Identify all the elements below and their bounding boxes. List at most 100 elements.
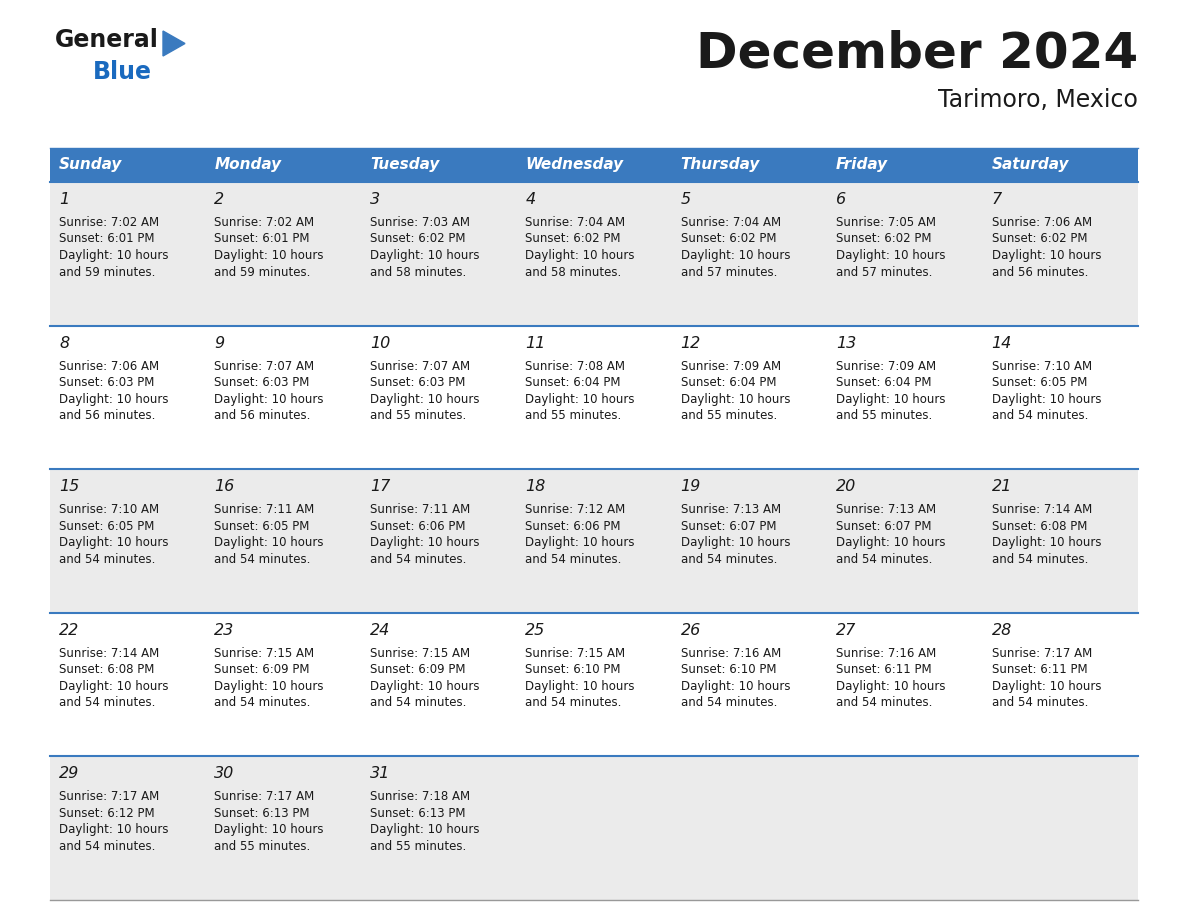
Text: Sunrise: 7:10 AM: Sunrise: 7:10 AM bbox=[992, 360, 1092, 373]
Text: 31: 31 bbox=[369, 767, 390, 781]
Text: Sunrise: 7:17 AM: Sunrise: 7:17 AM bbox=[59, 790, 159, 803]
Text: Sunrise: 7:02 AM: Sunrise: 7:02 AM bbox=[214, 216, 315, 229]
Text: Daylight: 10 hours: Daylight: 10 hours bbox=[681, 536, 790, 549]
Text: Thursday: Thursday bbox=[681, 158, 760, 173]
Text: Sunrise: 7:14 AM: Sunrise: 7:14 AM bbox=[992, 503, 1092, 516]
Text: 20: 20 bbox=[836, 479, 857, 494]
Text: and 54 minutes.: and 54 minutes. bbox=[836, 553, 933, 565]
Text: and 54 minutes.: and 54 minutes. bbox=[59, 840, 156, 853]
Text: 14: 14 bbox=[992, 336, 1012, 351]
Text: General: General bbox=[55, 28, 159, 52]
Text: Sunrise: 7:13 AM: Sunrise: 7:13 AM bbox=[836, 503, 936, 516]
Text: and 55 minutes.: and 55 minutes. bbox=[214, 840, 311, 853]
Text: Daylight: 10 hours: Daylight: 10 hours bbox=[59, 393, 169, 406]
Text: Sunrise: 7:18 AM: Sunrise: 7:18 AM bbox=[369, 790, 470, 803]
Text: Sunrise: 7:02 AM: Sunrise: 7:02 AM bbox=[59, 216, 159, 229]
Text: Daylight: 10 hours: Daylight: 10 hours bbox=[369, 823, 479, 836]
Text: Daylight: 10 hours: Daylight: 10 hours bbox=[836, 249, 946, 262]
Text: and 54 minutes.: and 54 minutes. bbox=[214, 696, 311, 710]
Text: Daylight: 10 hours: Daylight: 10 hours bbox=[59, 536, 169, 549]
Text: Daylight: 10 hours: Daylight: 10 hours bbox=[525, 249, 634, 262]
Text: 12: 12 bbox=[681, 336, 701, 351]
Text: Daylight: 10 hours: Daylight: 10 hours bbox=[369, 393, 479, 406]
Text: Saturday: Saturday bbox=[992, 158, 1069, 173]
Text: Sunrise: 7:05 AM: Sunrise: 7:05 AM bbox=[836, 216, 936, 229]
Text: Sunrise: 7:16 AM: Sunrise: 7:16 AM bbox=[681, 647, 781, 660]
Text: Sunrise: 7:17 AM: Sunrise: 7:17 AM bbox=[992, 647, 1092, 660]
Text: 2: 2 bbox=[214, 192, 225, 207]
Text: Sunrise: 7:14 AM: Sunrise: 7:14 AM bbox=[59, 647, 159, 660]
Text: 15: 15 bbox=[59, 479, 80, 494]
Text: Daylight: 10 hours: Daylight: 10 hours bbox=[214, 393, 324, 406]
Text: Daylight: 10 hours: Daylight: 10 hours bbox=[214, 536, 324, 549]
Text: Wednesday: Wednesday bbox=[525, 158, 624, 173]
Text: Daylight: 10 hours: Daylight: 10 hours bbox=[214, 680, 324, 693]
Text: Daylight: 10 hours: Daylight: 10 hours bbox=[214, 249, 324, 262]
Text: and 59 minutes.: and 59 minutes. bbox=[59, 265, 156, 278]
Bar bbox=[361, 148, 517, 182]
Text: 4: 4 bbox=[525, 192, 536, 207]
Text: Sunset: 6:12 PM: Sunset: 6:12 PM bbox=[59, 807, 154, 820]
Text: 21: 21 bbox=[992, 479, 1012, 494]
Text: Sunrise: 7:10 AM: Sunrise: 7:10 AM bbox=[59, 503, 159, 516]
Text: Tarimoro, Mexico: Tarimoro, Mexico bbox=[939, 88, 1138, 112]
Text: Sunrise: 7:04 AM: Sunrise: 7:04 AM bbox=[681, 216, 781, 229]
Text: and 54 minutes.: and 54 minutes. bbox=[59, 553, 156, 565]
Text: 8: 8 bbox=[59, 336, 69, 351]
Text: 17: 17 bbox=[369, 479, 390, 494]
Text: Sunset: 6:13 PM: Sunset: 6:13 PM bbox=[214, 807, 310, 820]
Text: Sunrise: 7:12 AM: Sunrise: 7:12 AM bbox=[525, 503, 626, 516]
Text: Sunrise: 7:04 AM: Sunrise: 7:04 AM bbox=[525, 216, 625, 229]
Text: Blue: Blue bbox=[93, 60, 152, 84]
Text: and 54 minutes.: and 54 minutes. bbox=[681, 553, 777, 565]
Text: Friday: Friday bbox=[836, 158, 889, 173]
Text: Sunrise: 7:11 AM: Sunrise: 7:11 AM bbox=[214, 503, 315, 516]
Text: Sunset: 6:04 PM: Sunset: 6:04 PM bbox=[681, 376, 776, 389]
Text: and 57 minutes.: and 57 minutes. bbox=[836, 265, 933, 278]
Text: Sunrise: 7:07 AM: Sunrise: 7:07 AM bbox=[214, 360, 315, 373]
Text: 25: 25 bbox=[525, 622, 545, 638]
Bar bbox=[671, 148, 827, 182]
Text: 23: 23 bbox=[214, 622, 235, 638]
Text: and 54 minutes.: and 54 minutes. bbox=[992, 409, 1088, 422]
Text: Sunset: 6:02 PM: Sunset: 6:02 PM bbox=[836, 232, 931, 245]
Text: Sunset: 6:01 PM: Sunset: 6:01 PM bbox=[214, 232, 310, 245]
Text: Daylight: 10 hours: Daylight: 10 hours bbox=[681, 680, 790, 693]
Text: 27: 27 bbox=[836, 622, 857, 638]
Text: Daylight: 10 hours: Daylight: 10 hours bbox=[59, 249, 169, 262]
Text: Sunset: 6:01 PM: Sunset: 6:01 PM bbox=[59, 232, 154, 245]
Text: Sunrise: 7:11 AM: Sunrise: 7:11 AM bbox=[369, 503, 470, 516]
Text: Daylight: 10 hours: Daylight: 10 hours bbox=[681, 393, 790, 406]
Text: Sunset: 6:13 PM: Sunset: 6:13 PM bbox=[369, 807, 466, 820]
Text: December 2024: December 2024 bbox=[696, 30, 1138, 78]
Text: Sunrise: 7:17 AM: Sunrise: 7:17 AM bbox=[214, 790, 315, 803]
Text: Daylight: 10 hours: Daylight: 10 hours bbox=[525, 680, 634, 693]
Text: Sunset: 6:06 PM: Sunset: 6:06 PM bbox=[369, 520, 466, 532]
Text: Sunrise: 7:03 AM: Sunrise: 7:03 AM bbox=[369, 216, 470, 229]
Text: 24: 24 bbox=[369, 622, 390, 638]
Text: Sunset: 6:07 PM: Sunset: 6:07 PM bbox=[836, 520, 931, 532]
Text: and 56 minutes.: and 56 minutes. bbox=[992, 265, 1088, 278]
Text: Daylight: 10 hours: Daylight: 10 hours bbox=[992, 393, 1101, 406]
Text: 29: 29 bbox=[59, 767, 80, 781]
Text: 30: 30 bbox=[214, 767, 235, 781]
Text: 22: 22 bbox=[59, 622, 80, 638]
Text: Sunset: 6:06 PM: Sunset: 6:06 PM bbox=[525, 520, 621, 532]
Text: Daylight: 10 hours: Daylight: 10 hours bbox=[369, 680, 479, 693]
Text: Sunset: 6:02 PM: Sunset: 6:02 PM bbox=[681, 232, 776, 245]
Text: Sunset: 6:11 PM: Sunset: 6:11 PM bbox=[992, 664, 1087, 677]
Text: Sunset: 6:09 PM: Sunset: 6:09 PM bbox=[214, 664, 310, 677]
Text: and 54 minutes.: and 54 minutes. bbox=[681, 696, 777, 710]
Text: Daylight: 10 hours: Daylight: 10 hours bbox=[836, 680, 946, 693]
Text: and 58 minutes.: and 58 minutes. bbox=[369, 265, 466, 278]
Text: 7: 7 bbox=[992, 192, 1001, 207]
Text: and 54 minutes.: and 54 minutes. bbox=[525, 696, 621, 710]
Text: and 59 minutes.: and 59 minutes. bbox=[214, 265, 311, 278]
Text: Sunrise: 7:15 AM: Sunrise: 7:15 AM bbox=[369, 647, 470, 660]
Text: Daylight: 10 hours: Daylight: 10 hours bbox=[369, 536, 479, 549]
Text: and 55 minutes.: and 55 minutes. bbox=[369, 409, 466, 422]
Text: Sunset: 6:05 PM: Sunset: 6:05 PM bbox=[214, 520, 310, 532]
Text: Monday: Monday bbox=[214, 158, 282, 173]
Text: Daylight: 10 hours: Daylight: 10 hours bbox=[59, 823, 169, 836]
Text: Sunday: Sunday bbox=[59, 158, 122, 173]
